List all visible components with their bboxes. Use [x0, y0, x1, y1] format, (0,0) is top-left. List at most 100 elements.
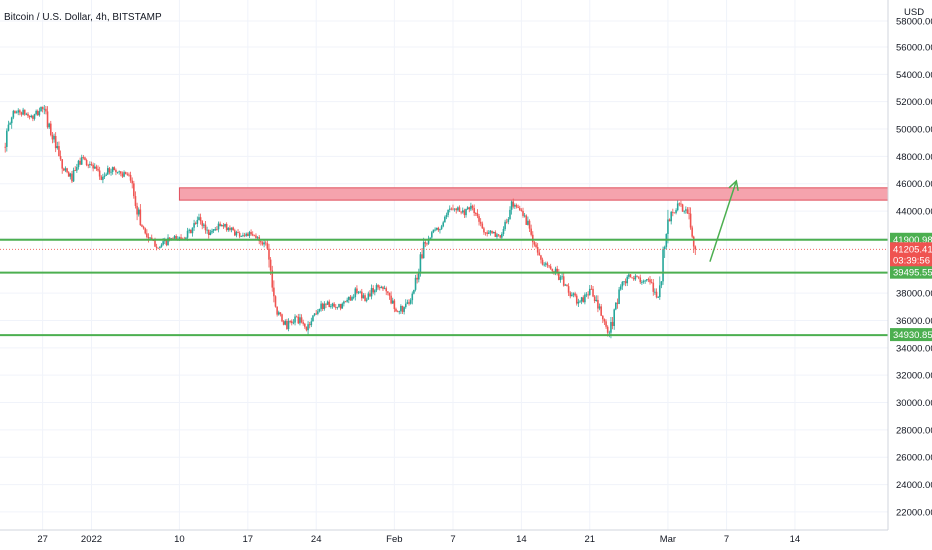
- candle-body: [375, 285, 378, 291]
- candle-body: [290, 321, 293, 324]
- candle-body: [668, 219, 671, 222]
- candle-body: [619, 286, 622, 290]
- candle-body: [53, 135, 55, 140]
- candle-body: [193, 223, 195, 228]
- candle-body: [590, 288, 593, 290]
- price-tick-label: 50000.00: [896, 125, 932, 136]
- candle-body: [647, 279, 650, 281]
- candle-body: [658, 285, 661, 298]
- candle-body: [642, 281, 645, 283]
- time-axis[interactable]: 27 2022 10 17 24 Feb 7 14 21 Mar 7 14: [37, 534, 800, 545]
- candle-body: [442, 222, 445, 227]
- candle-body: [558, 272, 560, 280]
- candle-body: [286, 320, 288, 330]
- candle-body: [416, 277, 418, 280]
- candle-body: [672, 211, 674, 213]
- candle-body: [419, 254, 422, 273]
- candle-body: [577, 301, 580, 304]
- price-tick-label: 24000.00: [896, 480, 932, 491]
- candle-body: [38, 111, 41, 116]
- candle-body: [69, 173, 72, 177]
- candle-body: [220, 225, 223, 227]
- candle-body: [572, 293, 575, 295]
- current-price-flag[interactable]: [890, 242, 932, 267]
- candle-body: [264, 242, 267, 244]
- price-tick-label: 48000.00: [896, 152, 932, 163]
- candle-body: [287, 321, 290, 330]
- candle-body: [206, 229, 208, 231]
- candle-body: [611, 322, 614, 326]
- candle-body: [124, 172, 127, 174]
- candle-body: [587, 294, 589, 296]
- candle-body: [36, 110, 39, 116]
- candle-body: [230, 227, 233, 230]
- candle-body: [330, 306, 332, 308]
- projection-arrow[interactable]: [709, 180, 738, 262]
- candle-body: [406, 302, 409, 304]
- price-axis[interactable]: 22000.00 24000.00 26000.00 28000.00 30000.00…: [896, 16, 932, 518]
- candle-body: [87, 164, 90, 166]
- candle-body: [383, 288, 386, 290]
- candle-body: [175, 236, 177, 240]
- candle-body: [616, 302, 619, 304]
- candle-body: [496, 234, 498, 237]
- candle-body: [93, 166, 96, 169]
- candle-body: [159, 246, 161, 249]
- candle-body: [458, 207, 461, 212]
- candle-body: [396, 311, 399, 313]
- price-tick-label: 22000.00: [896, 507, 932, 518]
- candle-body: [424, 242, 427, 244]
- candle-body: [299, 317, 301, 324]
- candle-body: [32, 115, 34, 119]
- candle-body: [689, 213, 692, 228]
- candle-body: [274, 296, 277, 307]
- candle-body: [27, 113, 29, 117]
- candle-body: [492, 232, 495, 234]
- candle-body: [349, 296, 352, 301]
- candle-body: [579, 301, 581, 303]
- time-tick-label: 24: [311, 534, 322, 545]
- price-tick-label: 58000.00: [896, 16, 932, 27]
- candle-body: [72, 170, 75, 182]
- candle-body: [312, 315, 314, 322]
- candle-body: [121, 173, 124, 177]
- candle-body: [517, 206, 519, 208]
- time-tick-label: 10: [174, 534, 185, 545]
- candle-body: [488, 232, 490, 234]
- candle-body: [111, 167, 114, 172]
- candle-body: [203, 224, 205, 226]
- candle-body: [294, 316, 296, 323]
- candle-body: [242, 235, 244, 237]
- candle-body: [173, 236, 176, 239]
- candle-body: [523, 215, 526, 217]
- candle-body: [564, 284, 567, 286]
- candle-body: [417, 272, 420, 280]
- candle-body: [546, 263, 549, 266]
- candle-body: [585, 294, 588, 296]
- support-price-flag[interactable]: [890, 328, 932, 342]
- candle-body: [240, 236, 243, 237]
- candle-body: [600, 306, 602, 316]
- resistance-zone[interactable]: [178, 187, 889, 201]
- candle-body: [66, 168, 68, 173]
- price-tick-label: 46000.00: [896, 179, 932, 190]
- currency-label[interactable]: USD: [904, 7, 924, 18]
- candle-body: [142, 226, 145, 229]
- candle-body: [351, 297, 353, 301]
- candle-body: [559, 277, 562, 280]
- candle-body: [269, 259, 272, 271]
- candle-body: [160, 244, 163, 247]
- candle-body: [465, 208, 467, 216]
- candle-body: [33, 114, 36, 119]
- price-tick-label: 28000.00: [896, 425, 932, 436]
- support-price-flag-text: 39495.55: [893, 268, 932, 279]
- support-price-flag[interactable]: [890, 265, 932, 279]
- candle-body: [346, 299, 348, 302]
- candle-body: [110, 171, 112, 173]
- candle-body: [567, 286, 570, 293]
- candle-body: [307, 324, 309, 331]
- candle-body: [30, 115, 33, 118]
- candle-body: [639, 277, 642, 283]
- candle-body: [284, 320, 287, 325]
